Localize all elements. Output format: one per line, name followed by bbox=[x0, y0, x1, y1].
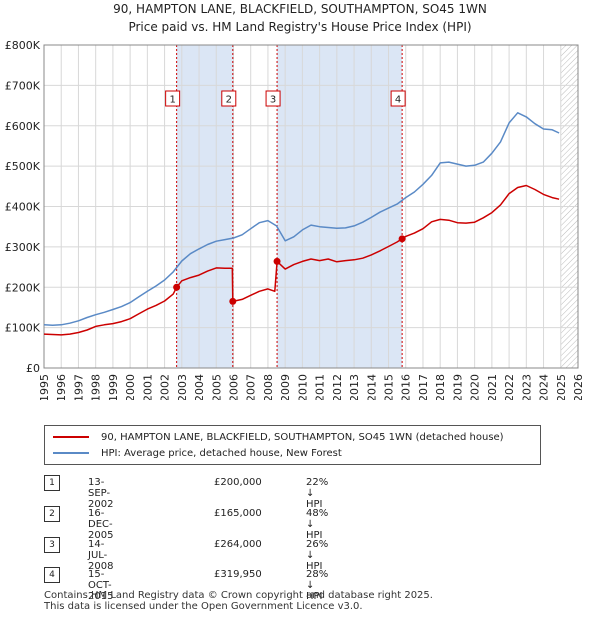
sale-label-box-3 bbox=[265, 90, 281, 107]
series-line-hpi bbox=[43, 112, 560, 326]
sale-label-4: 4 bbox=[395, 95, 401, 106]
x-tick-label: 1999 bbox=[107, 374, 120, 400]
sale-point-3 bbox=[273, 257, 281, 265]
x-tick-label: 2021 bbox=[486, 374, 499, 400]
x-tick-label: 2000 bbox=[124, 374, 137, 400]
plot-area bbox=[43, 44, 579, 369]
chart-title: 90, HAMPTON LANE, BLACKFIELD, SOUTHAMPTO… bbox=[113, 2, 487, 16]
x-tick-label: 2002 bbox=[159, 374, 172, 400]
footer-licence: This data is licensed under the Open Gov… bbox=[44, 601, 363, 612]
sale-label-2: 2 bbox=[226, 95, 232, 106]
legend-label-property: 90, HAMPTON LANE, BLACKFIELD, SOUTHAMPTO… bbox=[101, 431, 504, 443]
y-tick-label: £0 bbox=[26, 362, 40, 375]
sale-price: £200,000 bbox=[214, 477, 262, 488]
sale-date: 16-DEC-2005 bbox=[88, 508, 114, 541]
sale-price: £264,000 bbox=[214, 539, 262, 550]
x-tick-label: 2010 bbox=[296, 374, 309, 400]
sale-label-box-4 bbox=[390, 90, 406, 107]
y-tick-label: £200K bbox=[5, 281, 41, 294]
x-tick-label: 2025 bbox=[555, 374, 568, 400]
x-tick-label: 2017 bbox=[417, 374, 430, 400]
sale-hpi-diff: 22% ↓ HPI bbox=[306, 477, 329, 510]
y-tick-label: £300K bbox=[5, 241, 41, 254]
price-chart: 1 2 3 4 £0 £100K £200K £300K £400K £500K £600K £700… bbox=[5, 39, 585, 400]
x-tick-label: 1995 bbox=[38, 374, 51, 400]
x-tick-label: 2004 bbox=[193, 374, 206, 400]
y-tick-label: £400K bbox=[5, 201, 41, 214]
legend-label-hpi: HPI: Average price, detached house, New … bbox=[101, 447, 342, 459]
sale-label-1: 1 bbox=[169, 95, 175, 106]
y-tick-label: £600K bbox=[5, 120, 41, 133]
sale-hpi-diff: 28% ↓ HPI bbox=[306, 569, 329, 602]
x-tick-label: 2012 bbox=[331, 374, 344, 400]
y-tick-label: £800K bbox=[5, 39, 41, 52]
sale-hpi-diff: 48% ↓ HPI bbox=[306, 508, 329, 541]
x-tick-label: 2003 bbox=[176, 374, 189, 400]
x-tick-label: 2011 bbox=[314, 374, 327, 400]
x-tick-label: 2023 bbox=[520, 374, 533, 400]
y-tick-label: £700K bbox=[5, 79, 41, 92]
sale-hpi-diff: 26% ↓ HPI bbox=[306, 539, 329, 572]
sale-number: 2 bbox=[44, 506, 60, 522]
sale-number: 3 bbox=[44, 537, 60, 553]
legend: 90, HAMPTON LANE, BLACKFIELD, SOUTHAMPTO… bbox=[44, 425, 541, 465]
legend-swatch-property bbox=[53, 436, 89, 438]
sale-label-3: 3 bbox=[270, 95, 276, 106]
x-tick-label: 2014 bbox=[365, 374, 378, 400]
sale-price: £165,000 bbox=[214, 508, 262, 519]
footer-copyright: Contains HM Land Registry data © Crown c… bbox=[44, 590, 433, 601]
sale-date: 15-OCT-2015 bbox=[88, 569, 114, 602]
sale-number: 1 bbox=[44, 475, 60, 491]
x-tick-label: 2016 bbox=[400, 374, 413, 400]
legend-item-hpi: HPI: Average price, detached house, New … bbox=[53, 445, 342, 461]
x-tick-label: 2006 bbox=[227, 374, 240, 400]
y-tick-label: £100K bbox=[5, 322, 41, 335]
x-tick-label: 1996 bbox=[55, 374, 68, 400]
sale-number: 4 bbox=[44, 567, 60, 583]
x-tick-label: 2018 bbox=[434, 374, 447, 400]
x-tick-label: 2001 bbox=[141, 374, 154, 400]
sale-date: 13-SEP-2002 bbox=[88, 477, 114, 510]
legend-item-property: 90, HAMPTON LANE, BLACKFIELD, SOUTHAMPTO… bbox=[53, 429, 504, 445]
series-line-property bbox=[43, 184, 560, 336]
sale-point-4 bbox=[398, 235, 406, 243]
x-tick-label: 2015 bbox=[383, 374, 396, 400]
x-tick-label: 2007 bbox=[245, 374, 258, 400]
x-tick-label: 1997 bbox=[72, 374, 85, 400]
x-tick-label: 2005 bbox=[210, 374, 223, 400]
x-tick-label: 2022 bbox=[503, 374, 516, 400]
sale-label-box-1 bbox=[165, 90, 181, 107]
sale-point-2 bbox=[229, 297, 237, 305]
x-tick-label: 2024 bbox=[538, 374, 551, 400]
legend-swatch-hpi bbox=[53, 452, 89, 454]
x-tick-label: 2019 bbox=[451, 374, 464, 400]
x-tick-label: 2020 bbox=[469, 374, 482, 400]
sale-point-1 bbox=[173, 283, 181, 291]
sale-date: 14-JUL-2008 bbox=[88, 539, 114, 572]
chart-subtitle: Price paid vs. HM Land Registry's House … bbox=[128, 20, 472, 34]
sale-label-box-2 bbox=[221, 90, 237, 107]
x-tick-label: 2013 bbox=[348, 374, 361, 400]
x-tick-label: 2026 bbox=[572, 374, 585, 400]
x-tick-label: 2008 bbox=[262, 374, 275, 400]
y-tick-label: £500K bbox=[5, 160, 41, 173]
sale-price: £319,950 bbox=[214, 569, 262, 580]
x-tick-label: 2009 bbox=[279, 374, 292, 400]
x-tick-label: 1998 bbox=[90, 374, 103, 400]
